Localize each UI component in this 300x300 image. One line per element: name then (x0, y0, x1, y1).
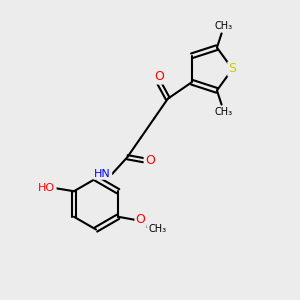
Text: CH₃: CH₃ (215, 107, 233, 117)
Text: HO: HO (38, 183, 56, 193)
Text: CH₃: CH₃ (215, 21, 233, 31)
Text: CH₃: CH₃ (148, 224, 166, 234)
Text: O: O (154, 70, 164, 83)
Text: HN: HN (94, 169, 111, 179)
Text: O: O (145, 154, 155, 167)
Text: S: S (229, 62, 236, 76)
Text: O: O (136, 213, 146, 226)
